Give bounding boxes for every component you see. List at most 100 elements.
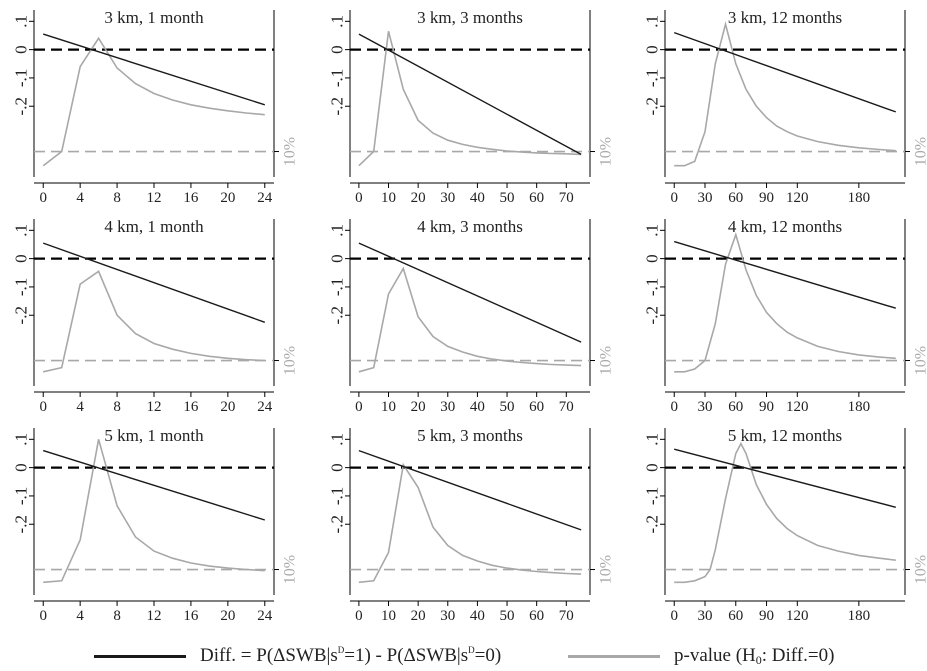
x-tick-label: 60 bbox=[728, 399, 743, 415]
x-tick-label: 4 bbox=[76, 190, 84, 206]
x-tick-label: 20 bbox=[411, 608, 426, 624]
y-tick-label: -.1 bbox=[328, 487, 347, 505]
x-tick-label: 10 bbox=[381, 399, 396, 415]
y-tick-label: -.2 bbox=[328, 515, 347, 533]
y-tick-label: .1 bbox=[328, 15, 347, 28]
x-tick-label: 0 bbox=[670, 190, 678, 206]
y-tick-label: .1 bbox=[12, 224, 31, 237]
x-tick-label: 60 bbox=[529, 399, 544, 415]
x-tick-label: 10 bbox=[381, 608, 396, 624]
x-tick-label: 16 bbox=[183, 190, 199, 206]
diff-line bbox=[358, 33, 582, 156]
x-tick-label: 180 bbox=[848, 399, 871, 415]
y-tick-label: -.2 bbox=[12, 306, 31, 324]
x-tick-label: 70 bbox=[559, 608, 574, 624]
x-tick-label: 20 bbox=[220, 608, 235, 624]
panel-7: .1 0 -.1 -.2 0 4 8 12 16 20 24 10% 5 km, 1 month bbox=[12, 426, 299, 624]
panel-5: .1 0 -.1 -.2 0 10 20 30 40 50 60 70 10% 4 km, 3 month… bbox=[328, 217, 615, 415]
y-tick-label: 0 bbox=[643, 254, 662, 263]
pvalue-line bbox=[42, 36, 265, 167]
y-tick-label: .1 bbox=[12, 433, 31, 446]
x-tick-label: 20 bbox=[411, 190, 426, 206]
x-tick-label: 0 bbox=[39, 399, 47, 415]
y-tick-label: -.1 bbox=[12, 69, 31, 87]
pvalue-line bbox=[674, 441, 896, 584]
x-tick-label: 30 bbox=[698, 190, 713, 206]
diff-line bbox=[42, 33, 266, 106]
x-tick-label: 30 bbox=[440, 608, 455, 624]
x-tick-label: 0 bbox=[39, 608, 47, 624]
x-tick-label: 24 bbox=[257, 190, 273, 206]
pvalue-line bbox=[674, 231, 896, 373]
y-tick-label: -.1 bbox=[328, 69, 347, 87]
legend-swatch-diff bbox=[94, 654, 186, 658]
x-tick-label: 4 bbox=[76, 399, 84, 415]
x-tick-label: 30 bbox=[440, 190, 455, 206]
threshold-label: 10% bbox=[282, 346, 299, 375]
diff-line bbox=[673, 240, 897, 309]
y-tick-label: 0 bbox=[328, 45, 347, 54]
legend-label-pvalue: p-value (H0: Diff.=0) bbox=[674, 644, 835, 667]
panel-4: .1 0 -.1 -.2 0 4 8 12 16 20 24 10% 4 km, 1 month bbox=[12, 217, 299, 415]
pvalue-line bbox=[674, 21, 896, 167]
x-tick-label: 90 bbox=[759, 399, 774, 415]
x-tick-label: 20 bbox=[411, 399, 426, 415]
x-tick-label: 30 bbox=[698, 399, 713, 415]
diff-line bbox=[673, 31, 897, 113]
panel-title: 3 km, 1 month bbox=[104, 8, 204, 27]
y-tick-label: -.2 bbox=[643, 515, 662, 533]
panel-1: .1 0 -.1 -.2 0 4 8 12 16 20 24 10% 3 km, 1 month bbox=[11, 8, 298, 206]
x-tick-label: 10 bbox=[381, 190, 396, 206]
pvalue-line bbox=[43, 439, 265, 584]
x-tick-label: 16 bbox=[183, 608, 199, 624]
pvalue-line bbox=[43, 270, 265, 373]
panel-title: 5 km, 3 months bbox=[417, 426, 523, 445]
y-tick-label: 0 bbox=[328, 463, 347, 472]
x-tick-label: 70 bbox=[559, 190, 574, 206]
y-tick-label: -.1 bbox=[643, 69, 662, 87]
x-tick-label: 0 bbox=[355, 190, 363, 206]
legend: Diff. = P(ΔSWB|sD=1) - P(ΔSWB|sD=0) p-va… bbox=[0, 640, 927, 670]
x-tick-label: 12 bbox=[147, 190, 162, 206]
x-tick-label: 70 bbox=[559, 399, 574, 415]
diff-line bbox=[674, 448, 896, 508]
threshold-label: 10% bbox=[913, 137, 927, 166]
diff-line bbox=[42, 242, 266, 323]
panel-2: .1 0 -.1 -.2 0 10 20 30 40 50 60 70 10% 3 km, 3 month… bbox=[328, 8, 615, 206]
panel-title: 4 km, 1 month bbox=[104, 217, 204, 236]
x-tick-label: 16 bbox=[183, 399, 199, 415]
x-tick-label: 120 bbox=[786, 608, 809, 624]
x-tick-label: 40 bbox=[470, 608, 485, 624]
y-tick-label: .1 bbox=[643, 224, 662, 237]
pvalue-line bbox=[358, 266, 582, 373]
x-tick-label: 0 bbox=[670, 608, 678, 624]
panel-title: 5 km, 12 months bbox=[728, 426, 842, 445]
y-tick-label: .1 bbox=[328, 224, 347, 237]
x-tick-label: 4 bbox=[76, 608, 84, 624]
x-tick-label: 60 bbox=[728, 608, 743, 624]
x-tick-label: 8 bbox=[113, 399, 121, 415]
x-tick-label: 40 bbox=[470, 190, 485, 206]
x-tick-label: 180 bbox=[848, 608, 871, 624]
y-tick-label: -.2 bbox=[328, 97, 347, 115]
x-tick-label: 50 bbox=[500, 190, 515, 206]
panel-6: .1 0 -.1 -.2 0 30 60 90 120 180 10% 4 km, 12 months bbox=[643, 217, 927, 415]
y-tick-label: -.2 bbox=[12, 515, 31, 533]
threshold-label: 10% bbox=[913, 555, 927, 584]
x-tick-label: 60 bbox=[529, 608, 544, 624]
y-tick-label: .1 bbox=[643, 15, 662, 28]
y-tick-label: -.1 bbox=[643, 487, 662, 505]
threshold-label: 10% bbox=[598, 137, 615, 166]
diff-line bbox=[358, 242, 582, 343]
threshold-label: 10% bbox=[598, 555, 615, 584]
x-tick-label: 24 bbox=[257, 399, 273, 415]
y-tick-label: 0 bbox=[328, 254, 347, 263]
x-tick-label: 180 bbox=[848, 190, 871, 206]
panel-title: 4 km, 3 months bbox=[417, 217, 523, 236]
x-tick-label: 0 bbox=[39, 190, 47, 206]
y-tick-label: -.1 bbox=[328, 278, 347, 296]
legend-item-diff: Diff. = P(ΔSWB|sD=1) - P(ΔSWB|sD=0) bbox=[94, 644, 501, 668]
x-tick-label: 50 bbox=[500, 399, 515, 415]
x-tick-label: 8 bbox=[113, 190, 121, 206]
